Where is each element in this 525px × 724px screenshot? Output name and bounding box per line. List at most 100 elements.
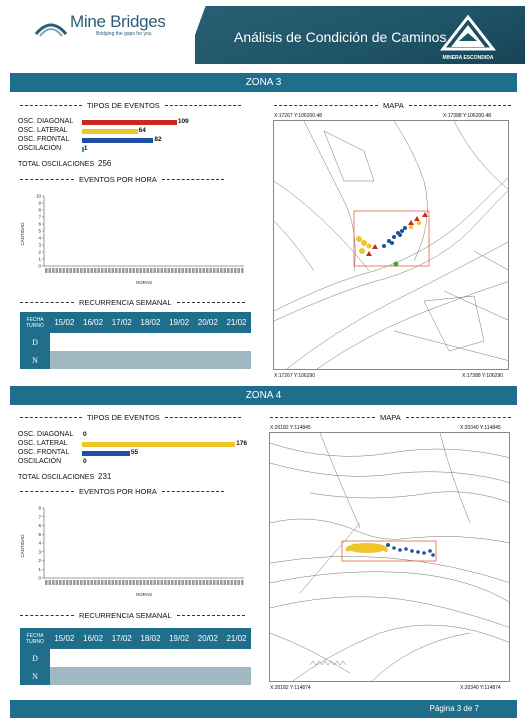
y-tick-label: 2 bbox=[38, 250, 41, 255]
zone-3-bar-oscilacion bbox=[82, 147, 84, 152]
x-tick-label-mark bbox=[83, 580, 86, 585]
y-tick-label: 0 bbox=[38, 264, 41, 269]
zone-3-map-coord-tr: X:17388 Y:106200.48 bbox=[443, 113, 492, 119]
x-tick-label-mark bbox=[80, 580, 83, 585]
night-cells bbox=[50, 667, 251, 685]
y-tick-label: 3 bbox=[38, 243, 41, 248]
zone-3-recurrence-table: FECHA TURNO 15/02 16/02 17/02 18/02 19/02… bbox=[20, 312, 251, 369]
night-cells bbox=[50, 351, 251, 369]
y-tick-label: 7 bbox=[38, 514, 41, 519]
x-tick-label-mark bbox=[118, 268, 121, 273]
x-tick-label-mark bbox=[76, 268, 79, 273]
turno-label: TURNO bbox=[26, 638, 44, 645]
date-header: 15/02 bbox=[54, 634, 75, 643]
x-tick-label-mark bbox=[62, 580, 65, 585]
zone-3-value-diagonal: 109 bbox=[177, 118, 189, 125]
x-tick-label-mark bbox=[209, 580, 212, 585]
x-tick-label-mark bbox=[220, 580, 223, 585]
zone-4-map bbox=[269, 432, 510, 682]
x-tick-label-mark bbox=[122, 580, 125, 585]
zone-3-types-heading: TIPOS DE EVENTOS bbox=[20, 101, 241, 110]
zone-4-label-frontal: OSC. FRONTAL bbox=[18, 449, 70, 456]
x-tick-label-mark bbox=[230, 580, 233, 585]
x-tick-label-mark bbox=[202, 580, 205, 585]
mine-bridges-logo-icon bbox=[34, 23, 68, 37]
x-tick-label-mark bbox=[216, 268, 219, 273]
y-tick-label: 6 bbox=[38, 222, 41, 227]
zone-3-map-coord-bl: X:17267 Y:106290 bbox=[274, 373, 316, 379]
zone-4-recurrence-heading: RECURRENCIA SEMANAL bbox=[20, 611, 245, 620]
x-tick-label-mark bbox=[94, 580, 97, 585]
x-tick-label-mark bbox=[108, 580, 111, 585]
x-tick-label-mark bbox=[146, 580, 149, 585]
recurrence-label: RECURRENCIA SEMANAL bbox=[79, 611, 172, 620]
x-tick-label-mark bbox=[101, 580, 104, 585]
x-tick-label-mark bbox=[174, 580, 177, 585]
date-header: 16/02 bbox=[83, 634, 104, 643]
x-tick-label-mark bbox=[52, 268, 55, 273]
zone-4-label-oscilacion: OSCILACIÓN bbox=[18, 458, 62, 465]
date-header: 17/02 bbox=[111, 318, 132, 327]
zone-4-map-coord-bl: X:20182 Y:114874 bbox=[270, 685, 311, 691]
fecha-turno-label: FECHA TURNO bbox=[20, 633, 50, 645]
zone-4-total-value: 231 bbox=[98, 472, 112, 481]
x-tick-label-mark bbox=[143, 580, 146, 585]
day-cells bbox=[50, 649, 251, 667]
zone-4-map-heading: MAPA bbox=[270, 413, 511, 422]
date-header: 19/02 bbox=[169, 318, 190, 327]
x-tick-label-mark bbox=[157, 268, 160, 273]
x-tick-label-mark bbox=[125, 268, 128, 273]
date-header: 21/02 bbox=[226, 634, 247, 643]
zone-3-label-frontal: OSC. FRONTAL bbox=[18, 136, 70, 143]
x-tick-label-mark bbox=[188, 580, 191, 585]
y-tick-label: 3 bbox=[38, 549, 41, 554]
x-tick-label-mark bbox=[185, 268, 188, 273]
zone-3-map bbox=[273, 120, 509, 370]
y-tick-label: 10 bbox=[36, 194, 42, 199]
date-header: 17/02 bbox=[111, 634, 132, 643]
x-tick-label-mark bbox=[90, 580, 93, 585]
zone-4-bar-frontal bbox=[82, 451, 130, 456]
map-label: MAPA bbox=[383, 101, 404, 110]
zone-3-hourly-heading: EVENTOS POR HORA bbox=[20, 175, 224, 184]
recurrence-header-row: FECHA TURNO 15/02 16/02 17/02 18/02 19/02… bbox=[20, 312, 251, 333]
x-tick-label-mark bbox=[150, 580, 153, 585]
shift-label: N bbox=[20, 351, 50, 369]
x-tick-label-mark bbox=[153, 580, 156, 585]
zone-3-label-oscilacion: OSCILACIÓN bbox=[18, 145, 62, 152]
zone-4-types-heading: TIPOS DE EVENTOS bbox=[20, 413, 241, 422]
zone-4-map-coord-tl: X:20182 Y:114845 bbox=[270, 425, 311, 431]
x-tick-label-mark bbox=[90, 268, 93, 273]
recurrence-row-night: N bbox=[20, 351, 251, 369]
x-tick-label-mark bbox=[108, 268, 111, 273]
date-header: 15/02 bbox=[54, 318, 75, 327]
x-tick-label-mark bbox=[76, 580, 79, 585]
total-label: TOTAL OSCILACIONES bbox=[18, 474, 95, 481]
x-tick-label-mark bbox=[227, 268, 230, 273]
y-tick-label: 5 bbox=[38, 229, 41, 234]
x-tick-label-mark bbox=[97, 580, 100, 585]
zone-3-hourly-chart: 0 1 2 3 4 5 6 7 8 9 10 CANTIDAD HORAS bbox=[20, 194, 244, 285]
y-tick-label: 4 bbox=[38, 236, 41, 241]
x-tick-label-mark bbox=[153, 268, 156, 273]
x-tick-label-mark bbox=[171, 268, 174, 273]
x-tick-label-mark bbox=[136, 268, 139, 273]
x-tick-label-mark bbox=[178, 580, 181, 585]
page-number: Página 3 de 7 bbox=[429, 704, 479, 713]
x-tick-label-mark bbox=[94, 268, 97, 273]
x-tick-label-mark bbox=[209, 268, 212, 273]
zone-4-bar-lateral bbox=[82, 442, 236, 447]
zone-3-bar-diagonal bbox=[82, 120, 177, 125]
x-tick-label-mark bbox=[101, 268, 104, 273]
recurrence-row-day: D bbox=[20, 649, 251, 667]
zone-4-map-coord-br: X:20340 Y:114874 bbox=[460, 685, 501, 691]
y-tick-label: 8 bbox=[38, 208, 41, 213]
minera-escondida-logo-icon bbox=[439, 14, 497, 51]
x-tick-label-mark bbox=[160, 580, 163, 585]
x-tick-label-mark bbox=[139, 268, 142, 273]
date-header: 20/02 bbox=[197, 634, 218, 643]
hourly-label: EVENTOS POR HORA bbox=[79, 487, 157, 496]
types-label: TIPOS DE EVENTOS bbox=[87, 413, 160, 422]
x-tick-label-mark bbox=[195, 268, 198, 273]
page-footer: Página 3 de 7 bbox=[10, 700, 517, 718]
